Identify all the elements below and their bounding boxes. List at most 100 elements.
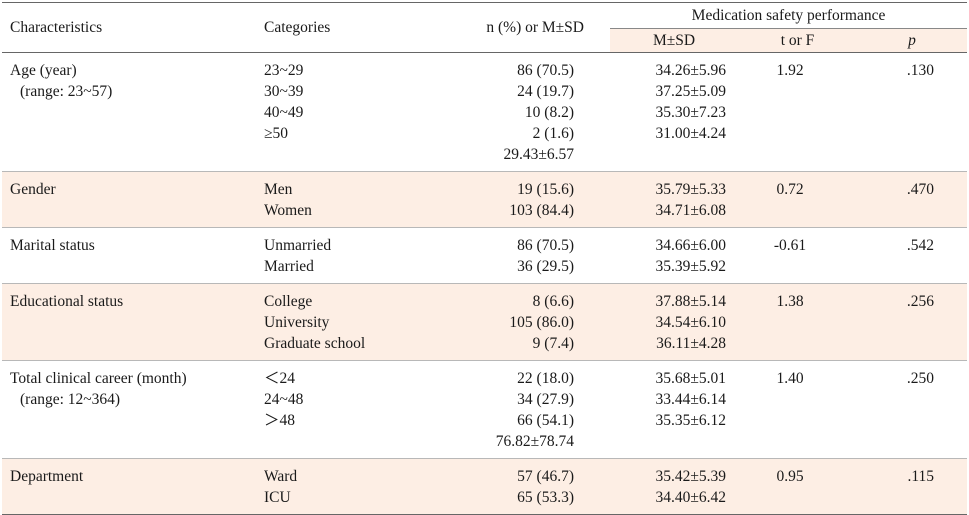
table-row: Department Ward ICU 57 (46.7) 65 (53.3) 35.42… [2, 458, 968, 515]
p-cell: .250 [857, 361, 967, 459]
n-cell: 86 (70.5) 24 (19.7) 10 (8.2) 2 (1.6) 29.43±6… [440, 53, 610, 172]
category-label: ≥50 [264, 125, 289, 142]
torf-cell: 1.38 [738, 283, 857, 361]
t-value: -0.61 [773, 237, 807, 254]
n-cell: 22 (18.0) 34 (27.9) 66 (54.1) 76.82±78.74 [440, 361, 610, 459]
t-value: 0.72 [776, 181, 804, 198]
msd-cell: 34.26±5.96 37.25±5.09 35.30±7.23 31.00±4.24 [610, 53, 738, 172]
msd-cell: 35.68±5.01 33.44±6.14 35.35±6.12 [610, 361, 738, 459]
category-label: 24~48 [264, 391, 304, 408]
p-cell: .256 [857, 283, 968, 361]
category-label: ＜24 [264, 370, 296, 387]
msd-value: 34.54±6.10 [655, 314, 726, 331]
characteristic-cell: Age (year) (range: 23~57) [2, 53, 254, 172]
header-row: Characteristics Categories n (%) or M±SD… [2, 2, 968, 53]
p-cell: .470 [857, 171, 968, 228]
n-value: 22 (18.0) [517, 370, 574, 387]
n-value: 29.43±6.57 [503, 146, 574, 163]
torf-cell: -0.61 [738, 228, 857, 284]
msd-value: 37.88±5.14 [655, 293, 726, 310]
msd-value: 31.00±4.24 [655, 125, 726, 142]
n-value: 57 (46.7) [517, 468, 574, 485]
table-row: Educational status College University Gradu… [2, 283, 968, 361]
n-value: 103 (84.4) [509, 202, 574, 219]
category-label: College [264, 293, 313, 310]
p-value: .256 [906, 293, 935, 310]
table-row: Marital status Unmarried Married 86 (70.5) 3… [2, 228, 968, 284]
category-label: Unmarried [264, 237, 332, 254]
categories-cell: ＜24 24~48 ＞48 [254, 361, 440, 459]
col-header-msd: M±SD [610, 28, 738, 53]
categories-cell: Unmarried Married [254, 228, 440, 284]
t-value: 1.40 [776, 370, 804, 387]
n-value: 66 (54.1) [517, 412, 574, 429]
msd-value: 36.11±4.28 [656, 335, 726, 352]
categories-cell: College University Graduate school [254, 283, 440, 361]
categories-cell: 23~29 30~39 40~49 ≥50 [254, 53, 440, 172]
category-label: University [264, 314, 330, 331]
torf-cell: 1.92 [738, 53, 857, 172]
characteristic-label: Educational status [10, 293, 124, 310]
n-cell: 86 (70.5) 36 (29.5) [440, 228, 610, 284]
msd-value: 34.66±6.00 [655, 237, 726, 254]
category-label: 23~29 [264, 62, 304, 79]
col-header-n: n (%) or M±SD [440, 2, 610, 53]
col-header-characteristics: Characteristics [2, 2, 254, 53]
table-row: Gender Men Women 19 (15.6) 103 (84.4) 35.79±5… [2, 171, 968, 228]
category-label: Women [264, 202, 312, 219]
col-header-group: Medication safety performance [610, 2, 968, 29]
category-label: Men [264, 181, 293, 198]
torf-cell: 0.95 [738, 458, 857, 515]
characteristic-range: (range: 23~57) [20, 83, 113, 100]
msd-value: 35.42±5.39 [655, 468, 726, 485]
msd-value: 35.30±7.23 [655, 104, 726, 121]
t-value: 1.92 [776, 62, 804, 79]
characteristic-cell: Total clinical career (month) (range: 12~… [2, 361, 254, 459]
categories-cell: Ward ICU [254, 458, 440, 515]
characteristic-label: Marital status [10, 237, 95, 254]
p-value: .542 [906, 237, 935, 254]
msd-value: 37.25±5.09 [655, 83, 726, 100]
n-value: 8 (6.6) [532, 293, 574, 310]
msd-cell: 35.79±5.33 34.71±6.08 [610, 171, 738, 228]
t-value: 1.38 [776, 293, 804, 310]
p-value: .250 [906, 370, 935, 387]
p-value: .470 [906, 181, 935, 198]
msd-cell: 37.88±5.14 34.54±6.10 36.11±4.28 [610, 283, 738, 361]
n-value: 34 (27.9) [517, 391, 574, 408]
category-label: Ward [264, 468, 298, 485]
msd-value: 35.39±5.92 [655, 258, 726, 275]
characteristic-label: Age (year) [10, 62, 77, 79]
category-label: Married [264, 258, 314, 275]
t-value: 0.95 [776, 468, 804, 485]
category-label: 40~49 [264, 104, 304, 121]
characteristic-cell: Department [2, 458, 254, 515]
category-label: 30~39 [264, 83, 304, 100]
n-value: 86 (70.5) [517, 237, 574, 254]
col-header-categories: Categories [254, 2, 440, 53]
characteristic-range: (range: 12~364) [20, 391, 121, 408]
categories-cell: Men Women [254, 171, 440, 228]
msd-value: 33.44±6.14 [655, 391, 726, 408]
characteristic-cell: Gender [2, 171, 254, 228]
n-value: 24 (19.7) [517, 83, 574, 100]
n-value: 2 (1.6) [532, 125, 574, 142]
n-value: 65 (53.3) [517, 489, 574, 506]
n-value: 10 (8.2) [524, 104, 574, 121]
subheader-row: M±SD t or F p [2, 28, 968, 53]
characteristic-label: Gender [10, 181, 56, 198]
n-value: 36 (29.5) [517, 258, 574, 275]
table-body: Age (year) (range: 23~57) 23~29 30~39 40~49 ≥… [2, 53, 968, 515]
col-header-torf: t or F [738, 28, 857, 53]
n-value: 19 (15.6) [517, 181, 574, 198]
p-cell: .130 [857, 53, 967, 172]
p-value: .115 [907, 468, 935, 485]
msd-value: 34.26±5.96 [655, 62, 726, 79]
msd-cell: 35.42±5.39 34.40±6.42 [610, 458, 738, 515]
characteristic-label: Total clinical career (month) [10, 370, 187, 387]
n-value: 86 (70.5) [517, 62, 574, 79]
col-header-p: p [857, 28, 968, 53]
n-cell: 19 (15.6) 103 (84.4) [440, 171, 610, 228]
n-value: 76.82±78.74 [495, 433, 574, 450]
msd-cell: 34.66±6.00 35.39±5.92 [610, 228, 738, 284]
